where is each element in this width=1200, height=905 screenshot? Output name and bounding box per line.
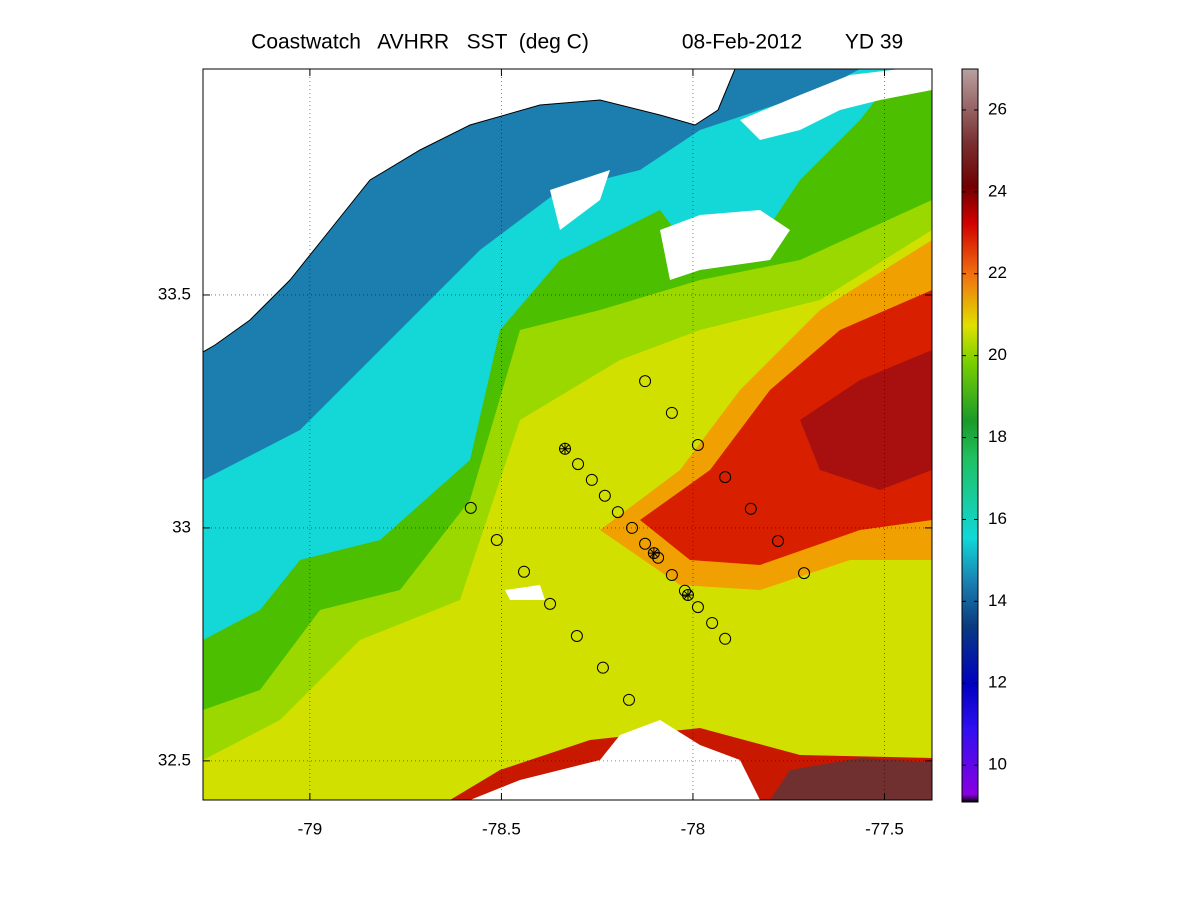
colorbar <box>961 68 979 803</box>
station-circle <box>691 438 704 451</box>
colorbar-tick-label: 20 <box>988 345 1007 364</box>
station-circle <box>744 502 757 515</box>
station-circle <box>798 567 811 580</box>
station <box>681 589 694 602</box>
station <box>691 438 704 451</box>
station <box>647 547 660 560</box>
x-tick-label: -78 <box>681 819 706 838</box>
station <box>691 601 704 614</box>
station-circle <box>464 501 477 514</box>
station <box>652 551 665 564</box>
station-circle <box>596 661 609 674</box>
colorbar-tick-label: 22 <box>988 263 1007 282</box>
station-circle <box>706 616 719 629</box>
station <box>626 521 639 534</box>
station-circle <box>652 551 665 564</box>
station-circle <box>691 601 704 614</box>
station <box>464 501 477 514</box>
station-circle <box>572 458 585 471</box>
station-circle <box>611 506 624 519</box>
colorbar-tick-label: 18 <box>988 427 1007 446</box>
colorbar-tick-label: 26 <box>988 99 1007 118</box>
station <box>665 568 678 581</box>
station <box>744 502 757 515</box>
station <box>622 693 635 706</box>
date-label: 08-Feb-2012 <box>682 31 802 54</box>
colorbar-tick-label: 10 <box>988 755 1007 774</box>
colorbar-tick-label: 12 <box>988 673 1007 692</box>
station-circle <box>639 375 652 388</box>
station <box>544 597 557 610</box>
colorbar-tick-label: 24 <box>988 181 1007 200</box>
chart-title: Coastwatch AVHRR SST (deg C) <box>251 31 589 54</box>
station-circle <box>585 473 598 486</box>
station <box>706 616 719 629</box>
station <box>719 632 732 645</box>
station <box>798 567 811 580</box>
station-circle <box>518 565 531 578</box>
land <box>203 69 736 353</box>
field-red <box>640 290 932 565</box>
station <box>772 534 785 547</box>
station-star <box>559 442 572 455</box>
station <box>490 534 503 547</box>
field-south-brown <box>770 758 932 800</box>
y-tick-label: 33 <box>172 517 191 536</box>
station-circle <box>772 534 785 547</box>
colorbar-tick-label: 14 <box>988 591 1007 610</box>
station <box>596 661 609 674</box>
station-circle <box>570 630 583 643</box>
station-circle <box>719 632 732 645</box>
cloud-patch <box>505 585 545 600</box>
station <box>639 537 652 550</box>
station <box>585 473 598 486</box>
colorbar-tick-label: 16 <box>988 509 1007 528</box>
station <box>518 565 531 578</box>
station-circle <box>678 584 691 597</box>
station <box>639 375 652 388</box>
station <box>678 584 691 597</box>
station-star <box>681 589 694 602</box>
cloud-patch <box>550 170 610 230</box>
station-circle <box>639 537 652 550</box>
station <box>572 458 585 471</box>
yearday-label: YD 39 <box>845 31 903 54</box>
cloud-patch <box>660 210 790 280</box>
station-circle <box>598 489 611 502</box>
station-circle <box>544 597 557 610</box>
station-star <box>647 547 660 560</box>
x-tick-label: -79 <box>298 819 323 838</box>
cloud-south <box>470 720 760 800</box>
station-circle <box>622 693 635 706</box>
station <box>598 489 611 502</box>
station <box>665 406 678 419</box>
cloud-patch <box>740 69 932 140</box>
station-circle <box>719 471 732 484</box>
station <box>611 506 624 519</box>
station-circle <box>490 534 503 547</box>
station <box>719 471 732 484</box>
plot-frame <box>202 68 933 801</box>
station <box>570 630 583 643</box>
station-circle <box>665 568 678 581</box>
x-tick-label: -78.5 <box>482 819 521 838</box>
y-tick-label: 32.5 <box>158 750 191 769</box>
field-darkred <box>800 350 932 490</box>
station-circle <box>626 521 639 534</box>
x-tick-label: -77.5 <box>865 819 904 838</box>
sst-field <box>203 69 932 800</box>
station-circle <box>665 406 678 419</box>
station <box>559 442 572 455</box>
y-tick-label: 33.5 <box>158 284 191 303</box>
